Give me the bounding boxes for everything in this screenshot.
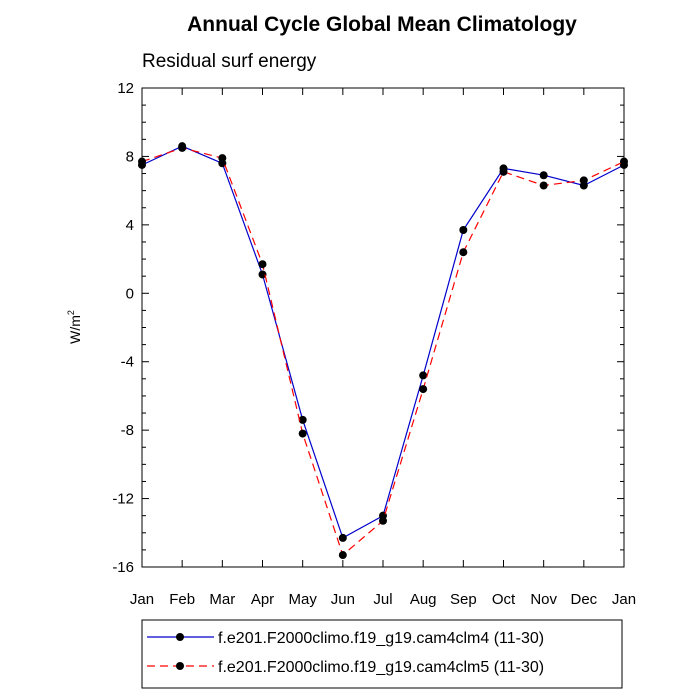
series-2-point bbox=[539, 181, 548, 190]
series-2-point bbox=[579, 176, 588, 185]
series-line-2 bbox=[141, 147, 625, 557]
chart-title: Annual Cycle Global Mean Climatology bbox=[187, 13, 577, 36]
series-1-point bbox=[338, 533, 347, 542]
legend-marker-clm5 bbox=[176, 662, 184, 670]
series-2-point bbox=[379, 516, 387, 525]
x-tick-label: Mar bbox=[209, 591, 235, 608]
x-tick-label: Aug bbox=[410, 591, 437, 608]
chart-subtitle: Residual surf energy bbox=[142, 51, 317, 72]
legend: f.e201.F2000climo.f19_g19.cam4clm4 (11-3… bbox=[141, 619, 623, 689]
series-1-point bbox=[539, 171, 548, 180]
series-2-point bbox=[459, 248, 468, 257]
x-tick-label: Apr bbox=[251, 591, 274, 608]
x-tick-label: May bbox=[288, 591, 317, 608]
x-tick-label: Oct bbox=[492, 591, 516, 608]
x-tick-label: Jun bbox=[331, 591, 355, 608]
legend-label-clm5: f.e201.F2000climo.f19_g19.cam4clm5 (11-3… bbox=[218, 659, 544, 676]
y-tick-label: -8 bbox=[121, 422, 134, 439]
series-2-point bbox=[178, 143, 187, 152]
series-1-point bbox=[459, 225, 468, 234]
series-2-point bbox=[338, 551, 347, 560]
series-1-point bbox=[258, 270, 267, 279]
y-tick-label: 12 bbox=[117, 80, 134, 97]
y-axis-label-superscript: 2 bbox=[66, 310, 76, 315]
y-axis-label-text: W/m bbox=[67, 315, 83, 344]
x-tick-label: Jul bbox=[373, 591, 392, 608]
y-tick-label: 0 bbox=[126, 285, 134, 302]
legend-marker-clm4 bbox=[176, 633, 184, 641]
legend-box bbox=[141, 619, 623, 689]
y-tick-label: 4 bbox=[126, 217, 134, 234]
y-axis-label: W/m2 bbox=[66, 310, 83, 344]
series-2-point bbox=[218, 154, 227, 163]
series-2-point bbox=[298, 429, 307, 438]
x-tick-label: Nov bbox=[530, 591, 557, 608]
y-tick-label: -4 bbox=[121, 354, 134, 371]
plot-frame bbox=[141, 87, 625, 568]
legend-label-clm4: f.e201.F2000climo.f19_g19.cam4clm4 (11-3… bbox=[218, 630, 544, 647]
svg-text:W/m2: W/m2 bbox=[66, 310, 83, 344]
series-1-point bbox=[298, 415, 307, 424]
series-1-point bbox=[419, 371, 428, 380]
x-tick-label: Dec bbox=[570, 591, 597, 608]
y-tick-label: -16 bbox=[112, 559, 134, 576]
y-tick-label: 8 bbox=[126, 148, 134, 165]
y-tick-label: -12 bbox=[112, 491, 134, 508]
x-tick-label: Sep bbox=[450, 591, 477, 608]
series-line-1 bbox=[141, 145, 625, 539]
series-layer bbox=[138, 142, 628, 560]
series-2-point bbox=[419, 385, 428, 394]
x-tick-label: Jan bbox=[612, 591, 636, 608]
x-tick-label: Jan bbox=[130, 591, 154, 608]
x-tick-label: Feb bbox=[169, 591, 195, 608]
series-2-point bbox=[258, 260, 267, 269]
series-2-point bbox=[499, 167, 508, 176]
